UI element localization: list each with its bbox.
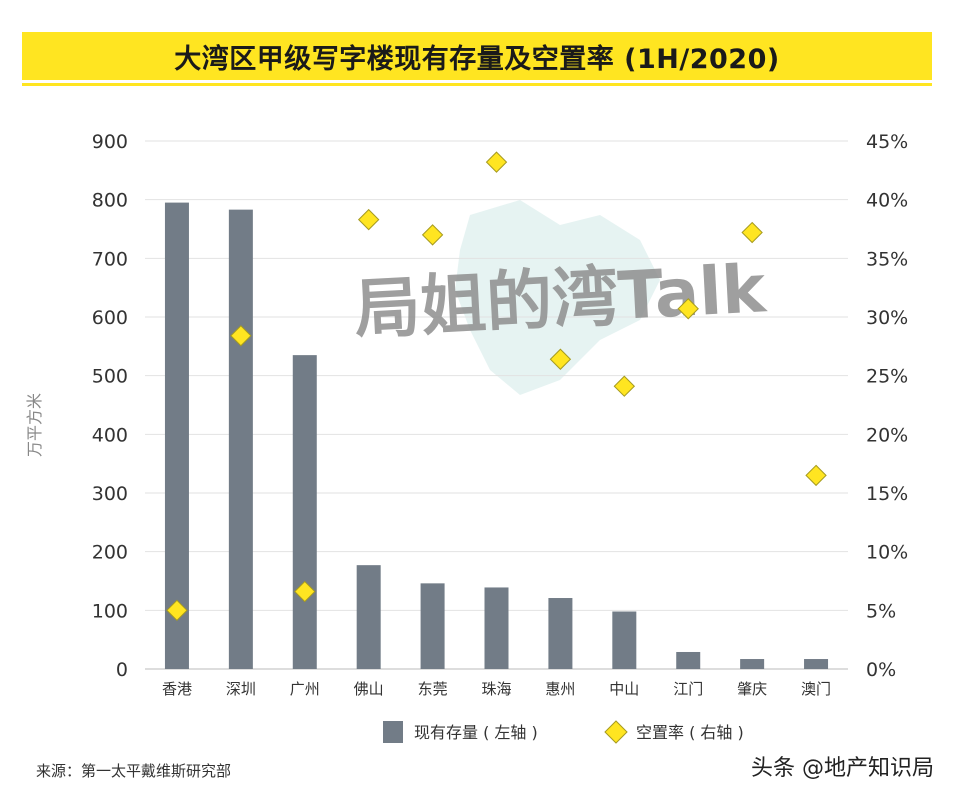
y-tick-label: 700	[92, 248, 128, 270]
y2-tick-label: 45%	[866, 131, 908, 153]
scatter-point	[230, 325, 252, 347]
y-tick-label: 100	[92, 600, 128, 622]
bar	[420, 583, 445, 669]
y2-tick-label: 30%	[866, 307, 908, 329]
x-tick-label: 佛山	[354, 680, 384, 698]
y-tick-label: 800	[92, 190, 128, 212]
legend-swatch-diamond	[604, 720, 628, 744]
y2-tick-label: 20%	[866, 424, 908, 446]
y-tick-label: 400	[92, 424, 128, 446]
y2-tick-label: 40%	[866, 190, 908, 212]
legend-label-diamond: 空置率 ( 右轴 )	[636, 723, 744, 742]
legend-label-bar: 现有存量 ( 左轴 )	[414, 723, 538, 742]
x-tick-label: 肇庆	[737, 680, 767, 698]
bar	[804, 659, 829, 669]
y-tick-label: 900	[92, 131, 128, 153]
scatter-point	[294, 580, 316, 603]
y2-tick-label: 35%	[866, 248, 908, 270]
bar	[676, 651, 701, 669]
y-tick-label: 200	[92, 542, 128, 564]
scatter-point	[613, 375, 636, 397]
watermark-text: 局姐的湾Talk	[352, 250, 769, 349]
y2-tick-label: 0%	[866, 659, 896, 681]
y2-tick-label: 15%	[866, 483, 908, 505]
scatter-point	[549, 348, 572, 370]
bar	[356, 565, 381, 669]
x-tick-label: 珠海	[481, 680, 511, 698]
y2-tick-label: 10%	[866, 542, 908, 564]
scatter-point	[357, 208, 380, 231]
scatter-point	[421, 224, 444, 246]
scatter-point	[741, 221, 763, 244]
y2-tick-label: 25%	[866, 366, 908, 388]
x-tick-label: 中山	[609, 680, 639, 698]
bar	[548, 598, 573, 669]
title-underline	[22, 83, 932, 86]
scatter-point	[485, 151, 508, 173]
x-tick-label: 澳门	[801, 680, 831, 698]
chart-title: 大湾区甲级写字楼现有存量及空置率 (1H/2020)	[174, 43, 780, 75]
y-tick-label: 0	[116, 659, 128, 681]
y2-tick-label: 5%	[866, 600, 896, 622]
x-tick-label: 东莞	[418, 680, 448, 698]
y-tick-label: 300	[92, 483, 128, 505]
x-tick-label: 广州	[290, 680, 320, 698]
x-tick-label: 惠州	[545, 680, 575, 698]
bar	[740, 659, 765, 669]
bar	[228, 209, 253, 669]
x-tick-label: 深圳	[226, 680, 256, 698]
bar	[292, 355, 317, 669]
scatter-point	[805, 464, 827, 487]
x-tick-label: 香港	[162, 680, 192, 698]
title-bar: 大湾区甲级写字楼现有存量及空置率 (1H/2020)	[22, 32, 932, 80]
legend-swatch-bar	[383, 721, 403, 743]
source-note: 来源：第一太平戴维斯研究部	[36, 762, 232, 780]
bar	[612, 611, 637, 669]
scatter-point	[166, 599, 188, 622]
bar	[164, 202, 189, 669]
x-tick-label: 江门	[673, 680, 703, 698]
y-tick-label: 500	[92, 366, 128, 388]
bar	[484, 587, 509, 669]
credit-watermark: 头条 @地产知识局	[751, 756, 934, 781]
map-silhouette	[455, 200, 660, 395]
y-tick-label: 600	[92, 307, 128, 329]
scatter-point	[677, 298, 699, 320]
y-axis-label: 万平方米	[25, 393, 44, 457]
